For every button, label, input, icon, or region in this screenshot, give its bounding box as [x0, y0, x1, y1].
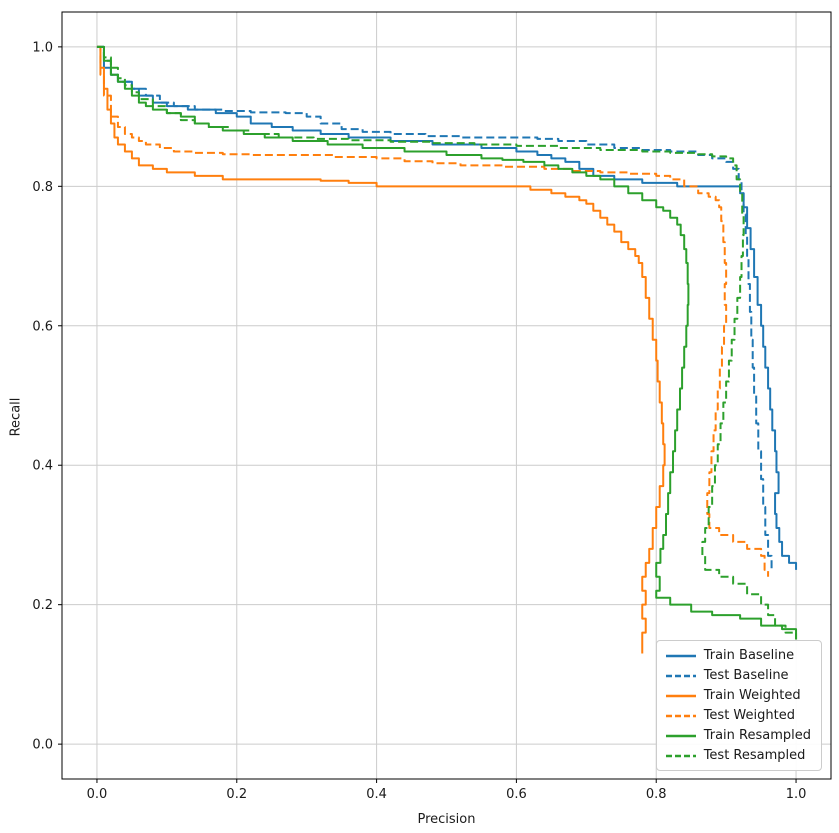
y-tick-label: 0.4: [32, 459, 53, 474]
legend-item-test-baseline: Test Baseline: [665, 668, 811, 683]
y-axis-label: Recall: [8, 397, 24, 436]
legend-line-sample: [665, 674, 696, 677]
legend-line-sample: [665, 734, 696, 737]
legend-line-sample: [665, 714, 696, 717]
legend-item-train-baseline: Train Baseline: [665, 648, 811, 663]
legend-label: Test Resampled: [703, 748, 806, 763]
legend-item-train-resampled: Train Resampled: [665, 728, 811, 743]
axes-spines: [61, 11, 832, 780]
legend-label: Train Baseline: [703, 648, 795, 663]
legend-line-sample: [665, 654, 696, 657]
series-train-weighted: [96, 45, 666, 654]
x-tick-label: 0.8: [646, 787, 667, 802]
x-tick-label: 1.0: [786, 787, 807, 802]
x-tick-label: 0.6: [506, 787, 527, 802]
x-tick-label: 0.2: [226, 787, 247, 802]
legend-line-sample: [665, 754, 696, 757]
series-test-baseline: [96, 45, 773, 570]
x-axis-label: Precision: [417, 812, 476, 827]
legend: Train Baseline Test Baseline Train Weighte…: [655, 640, 822, 771]
x-tick-label: 0.4: [366, 787, 387, 802]
legend-label: Train Resampled: [703, 728, 811, 743]
legend-line-sample: [665, 694, 696, 697]
y-tick-label: 0.0: [32, 738, 53, 753]
y-tick-label: 0.8: [32, 180, 53, 195]
legend-label: Test Weighted: [703, 708, 795, 723]
series-train-resampled: [96, 45, 798, 640]
legend-item-test-weighted: Test Weighted: [665, 708, 811, 723]
x-tick-label: 0.0: [87, 787, 108, 802]
legend-item-train-weighted: Train Weighted: [665, 688, 811, 703]
legend-label: Test Baseline: [703, 668, 789, 683]
y-tick-label: 0.6: [32, 319, 53, 334]
series-test-weighted: [96, 45, 770, 577]
y-tick-label: 0.2: [32, 598, 53, 613]
y-tick-label: 1.0: [32, 40, 53, 55]
legend-item-test-resampled: Test Resampled: [665, 748, 811, 763]
series-test-resampled: [96, 45, 798, 640]
series-train-baseline: [96, 45, 798, 570]
legend-label: Train Weighted: [703, 688, 801, 703]
